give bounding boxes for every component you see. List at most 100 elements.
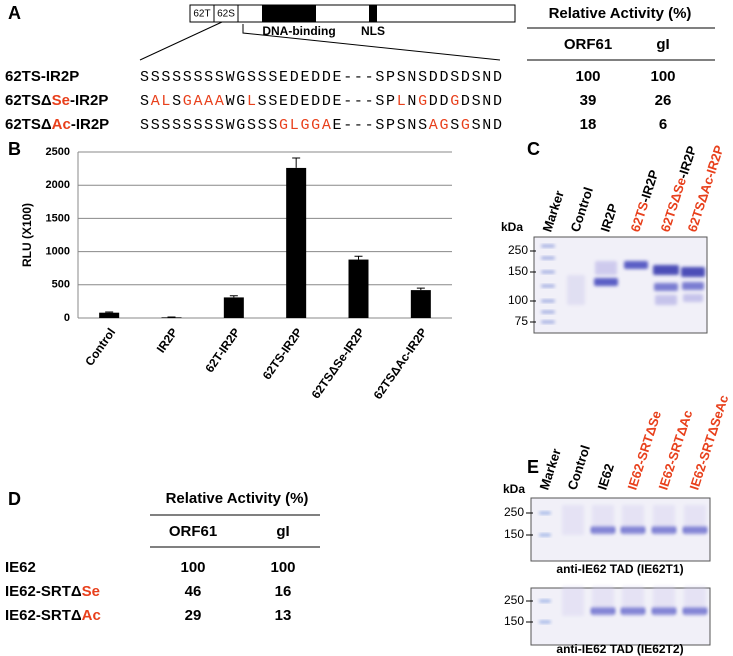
cell: 46	[185, 583, 202, 600]
lane-label: Control	[568, 185, 597, 234]
gel-band	[683, 294, 703, 302]
sequence-part: S	[140, 93, 149, 110]
gel-band	[541, 320, 555, 324]
sequence-part: E---SPSNS	[333, 117, 428, 134]
gel-band	[541, 244, 555, 248]
sequence-part: G	[450, 93, 459, 110]
gel-band	[622, 586, 644, 616]
x-tick-label: 62TS-IR2P	[260, 326, 306, 383]
row-name-part: IE62-SRTΔ	[5, 607, 82, 624]
sequence-part: S	[450, 117, 459, 134]
lane-label: IR2P	[598, 202, 621, 234]
cell: 100	[575, 68, 600, 85]
sequence-part: S	[172, 93, 181, 110]
lane-label: IE62	[595, 462, 618, 492]
gel-band	[562, 505, 584, 535]
domain-label: 62T	[193, 9, 210, 20]
x-tick-label: 62T-IR2P	[202, 326, 243, 376]
y-tick-label: 2500	[46, 146, 70, 158]
lane-label: Marker	[540, 189, 567, 234]
cell: 18	[580, 116, 597, 133]
marker-label: 150	[504, 527, 524, 541]
cell: 39	[580, 92, 597, 109]
lane-label-part: -IR2P	[637, 168, 662, 205]
cell: 29	[185, 607, 202, 624]
gel	[533, 236, 708, 334]
bar	[99, 312, 120, 318]
unit-label: kDa	[501, 220, 523, 234]
sequence-part: WG	[226, 93, 246, 110]
bar	[286, 167, 307, 318]
row-name: IE62	[5, 559, 36, 576]
x-tick-label: 62TSΔAc-IR2P	[371, 326, 430, 402]
panel-label: A	[8, 3, 21, 23]
sequence: SSSSSSSSWGSSS GLGGA E---SPSNS AG S G SND	[140, 117, 502, 134]
row-name-part: 62TSΔ	[5, 92, 52, 109]
y-tick-label: 1500	[46, 212, 70, 224]
row-name-part: -IR2P	[70, 92, 108, 109]
gel-band	[592, 586, 614, 616]
x-tick-label: 62TSΔSe-IR2P	[309, 326, 368, 402]
domain-label: NLS	[361, 24, 385, 38]
unit-label: kDa	[503, 482, 525, 496]
cell: 13	[275, 607, 292, 624]
y-tick-label: 0	[64, 312, 70, 324]
lane-label-part: IR2P	[598, 202, 621, 234]
sequence-part: SSEDEDDE---SP	[258, 93, 395, 110]
blot-caption: anti-IE62 TAD (IE62T1)	[556, 562, 683, 576]
table-title: Relative Activity (%)	[166, 490, 309, 507]
row-name-part: Se	[82, 583, 100, 600]
gel-band	[624, 261, 648, 269]
sequence-part: DSND	[461, 93, 502, 110]
gel-band	[539, 511, 551, 515]
lane-label-part: Control	[565, 443, 594, 492]
lane-label-part: IE62	[595, 462, 618, 492]
sequence-part: GLGGA	[279, 117, 331, 134]
row-name: IE62-SRTΔSe	[5, 583, 100, 600]
error-bar	[416, 287, 425, 291]
sequence: SSSSSSSSWGSSSEDEDDE---SPSNSDDSDSND	[140, 69, 502, 86]
gel-band	[653, 265, 679, 275]
lane-label-part: 62TS	[628, 199, 652, 233]
dna-binding-domain	[262, 5, 316, 22]
row-name: IE62-SRTΔAc	[5, 607, 101, 624]
gel-band	[541, 299, 555, 303]
lane-label: Control	[565, 443, 594, 492]
zoom-line	[139, 21, 223, 61]
y-tick-label: 2000	[46, 179, 70, 191]
sequence-part: GAAA	[183, 93, 224, 110]
y-tick-label: 1000	[46, 246, 70, 258]
row-name-part: Se	[52, 92, 70, 109]
sequence-part: SSSSSSSSWGSSS	[140, 117, 277, 134]
gel-band	[592, 505, 614, 535]
row-name-part: 62TSΔ	[5, 116, 52, 133]
gel-band	[541, 310, 555, 314]
lane-label-part: Marker	[540, 189, 567, 234]
lane-label-part: Control	[568, 185, 597, 234]
gel-band	[539, 533, 551, 537]
marker-label: 150	[504, 614, 524, 628]
row-name-part: -IR2P	[71, 116, 109, 133]
table-title: Relative Activity (%)	[549, 5, 692, 22]
gel-band	[655, 295, 677, 305]
sequence: S AL S GAAA WG L SSEDEDDE---SP L N G DD G DSND	[140, 93, 502, 110]
sequence-part: G	[418, 93, 427, 110]
row-name-part: IE62	[5, 559, 36, 576]
sequence-part: G	[461, 117, 470, 134]
gel-band	[595, 261, 617, 275]
gel-band	[541, 256, 555, 260]
bar	[410, 290, 431, 318]
gel-band	[684, 505, 706, 535]
cell: 100	[650, 68, 675, 85]
gel-band	[567, 275, 585, 305]
gel-band	[562, 586, 584, 616]
gel-band	[541, 270, 555, 274]
y-tick-label: 500	[52, 279, 70, 291]
panel-label: C	[527, 139, 540, 159]
gel-band	[539, 599, 551, 603]
row-name: 62TSΔSe-IR2P	[5, 92, 108, 109]
row-name-part: Ac	[52, 116, 71, 133]
lane-label-part: -IR2P	[675, 144, 700, 181]
marker-label: 75	[515, 314, 529, 328]
